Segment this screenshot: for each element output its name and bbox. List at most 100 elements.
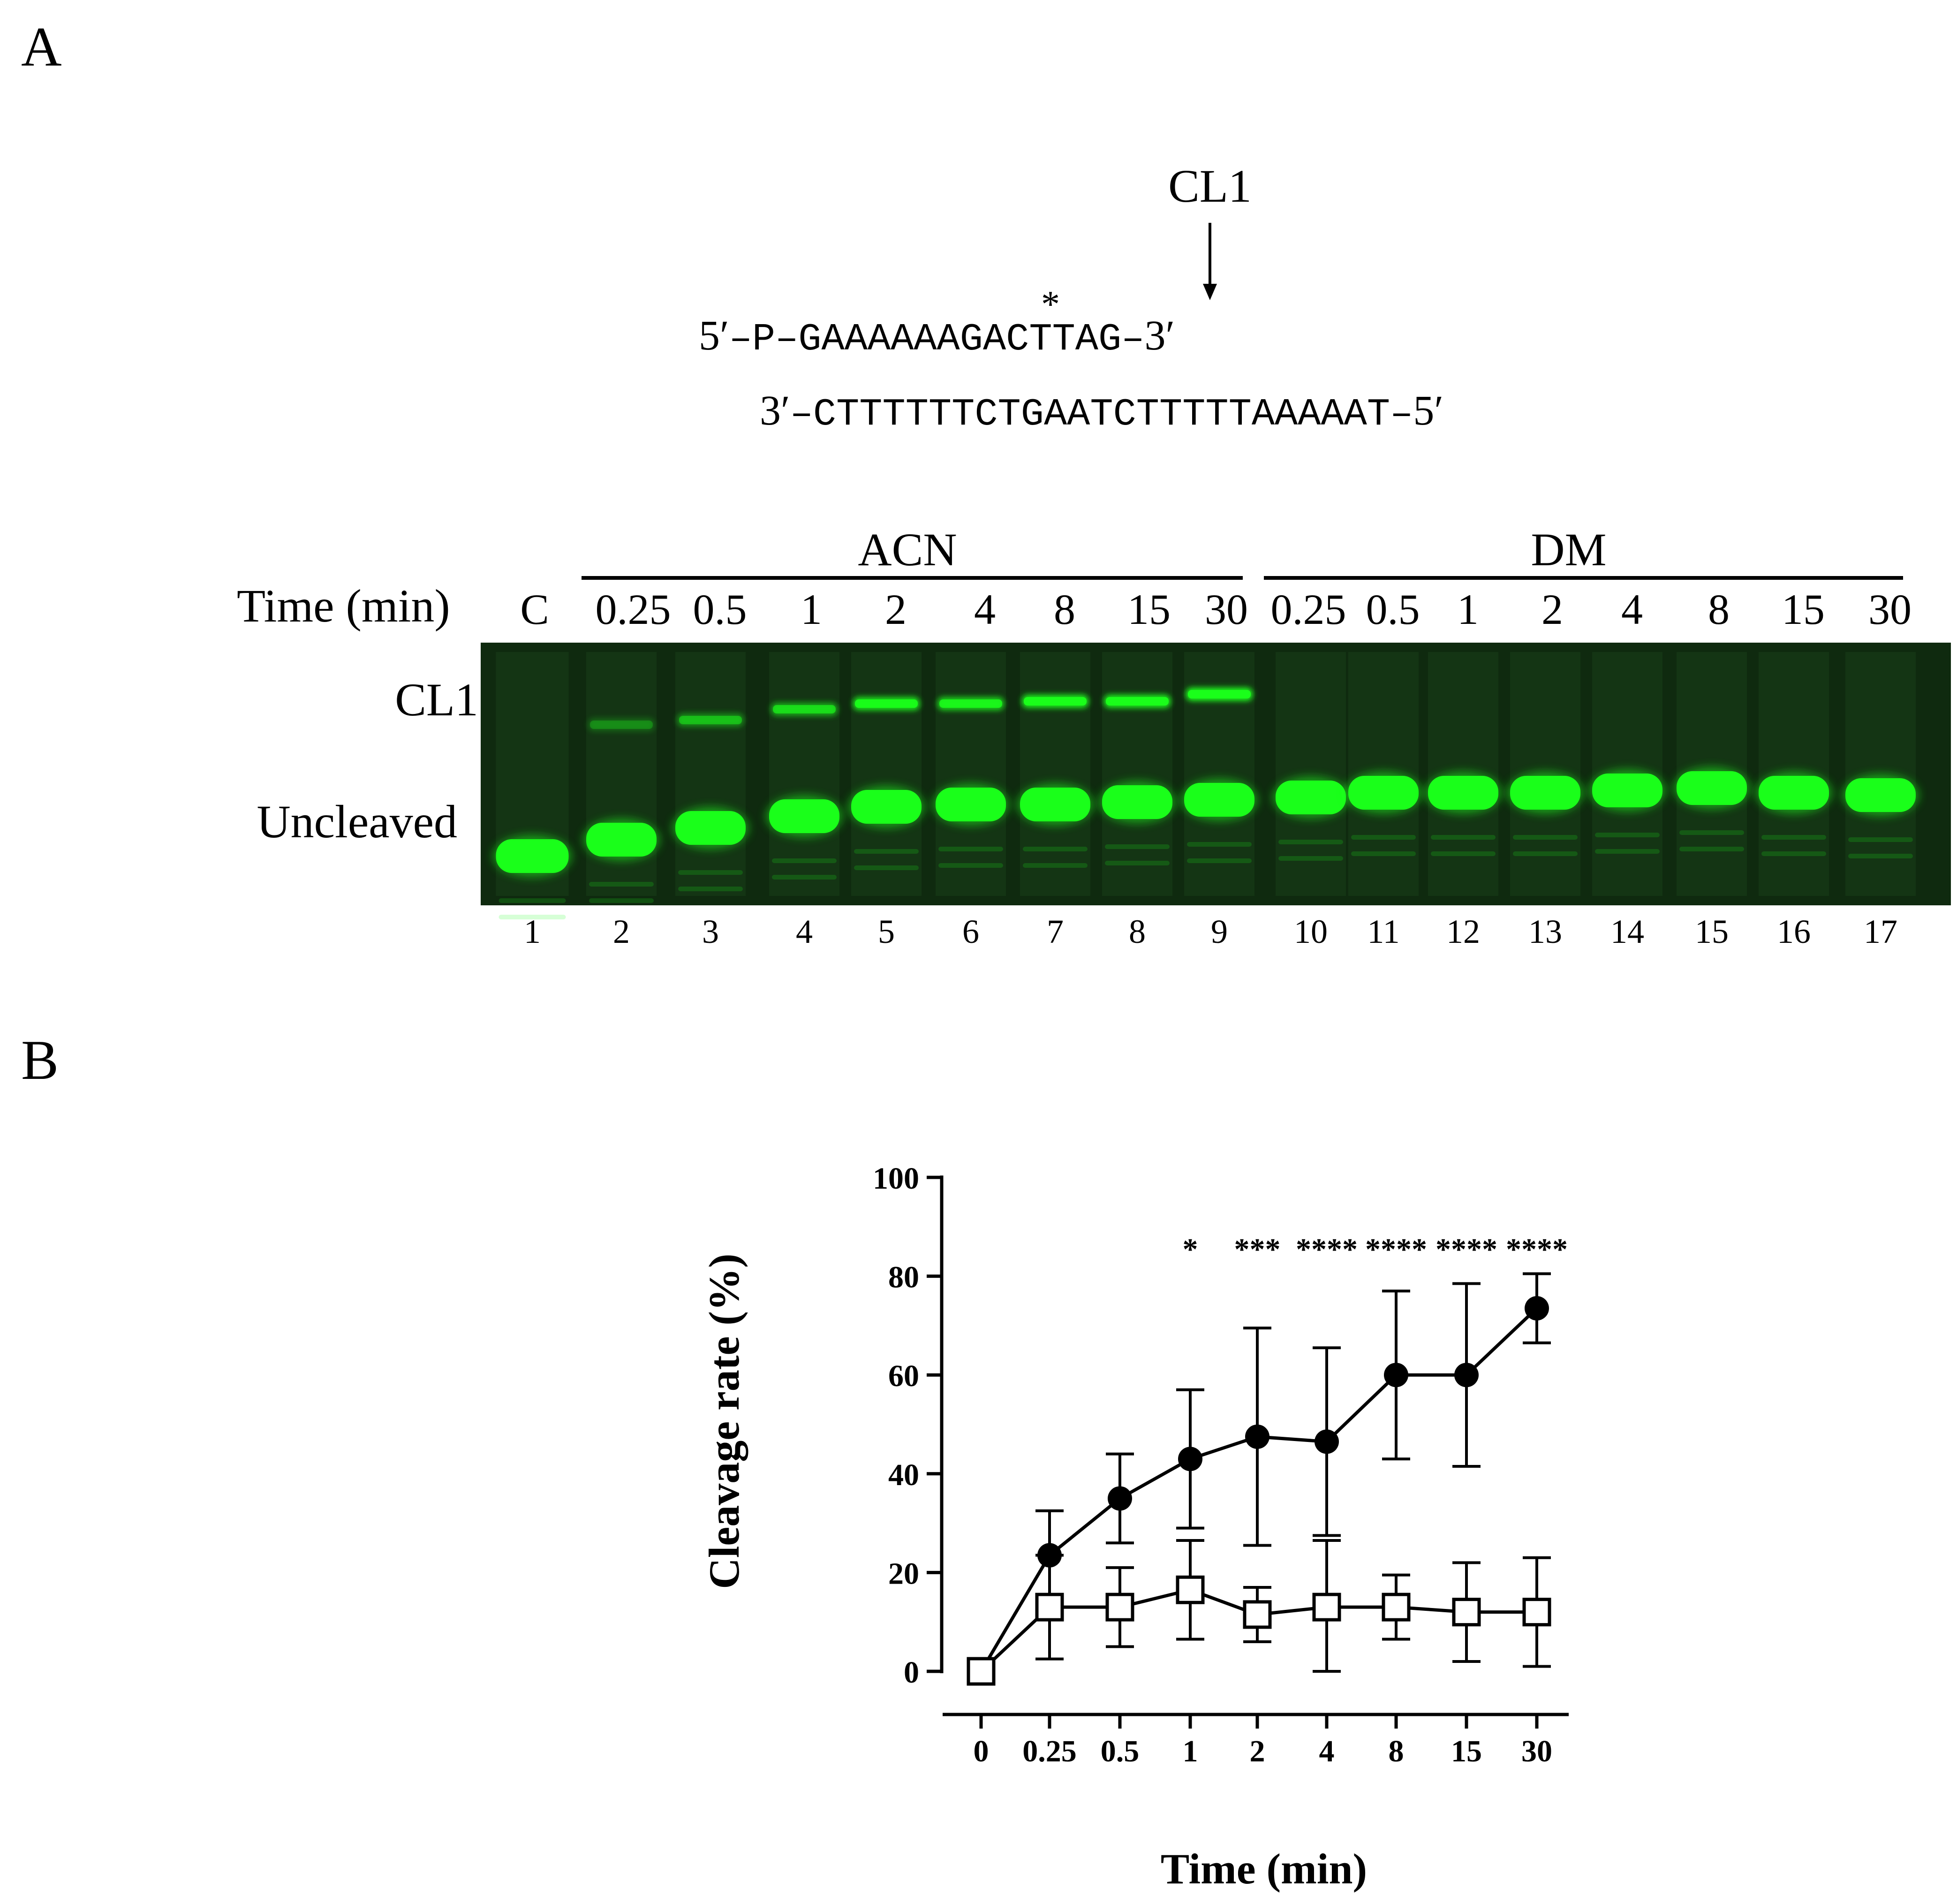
- gel-uncleaved-band: [1428, 776, 1498, 810]
- data-point-filled-circle: [1178, 1447, 1202, 1472]
- gel-image: [481, 643, 1951, 919]
- gel-lane-number: 12: [1446, 913, 1480, 950]
- chart-series: [967, 1272, 1551, 1686]
- gel-minor-band: [1513, 835, 1578, 840]
- data-point-filled-circle: [1245, 1424, 1269, 1449]
- data-point-filled-circle: [1384, 1363, 1408, 1388]
- data-point-open-square: [1452, 1598, 1481, 1627]
- significance-label: ****: [1436, 1232, 1497, 1267]
- x-tick-label: 15: [1451, 1734, 1482, 1768]
- data-point-open-square: [967, 1657, 996, 1686]
- gel-uncleaved-band: [851, 790, 922, 824]
- gel-uncleaved-band: [586, 823, 657, 857]
- gel-time-label: 1: [801, 585, 822, 633]
- strand-bottom-sequence: –CTTTTTTCTGAATCTTTTTAAAAAT–: [790, 393, 1413, 436]
- gel-time-label: 4: [974, 585, 996, 633]
- data-point-open-square: [1382, 1593, 1411, 1622]
- gel-minor-band: [1761, 851, 1826, 856]
- y-tick-label: 0: [904, 1655, 919, 1690]
- x-tick-label: 0: [974, 1734, 989, 1768]
- gel-time-label: 15: [1127, 585, 1171, 633]
- gel-lanes: [493, 652, 1919, 919]
- gel-time-label: 15: [1782, 585, 1825, 633]
- gel-uncleaved-band: [1845, 778, 1916, 812]
- gel-time-label: 4: [1621, 585, 1643, 633]
- gel-lane-number: 10: [1294, 913, 1328, 950]
- panel-a-letter: A: [21, 15, 62, 78]
- x-tick-label: 8: [1389, 1734, 1404, 1768]
- x-axis-title: Time (min): [1161, 1845, 1367, 1893]
- gel-uncleaved-band: [1759, 776, 1829, 810]
- data-point-filled-circle: [1525, 1296, 1549, 1321]
- band-label-cl1: CL1: [395, 674, 478, 726]
- gel-minor-band: [1848, 854, 1913, 858]
- significance-label: *: [1183, 1232, 1198, 1267]
- gel-minor-band: [1187, 842, 1252, 847]
- gel-minor-band: [1595, 849, 1660, 854]
- gel-uncleaved-band: [1510, 776, 1580, 810]
- gel-lane-number: 16: [1777, 913, 1811, 950]
- significance-label: ***: [1234, 1232, 1281, 1267]
- gel-minor-band: [1187, 858, 1252, 863]
- gel-minor-band: [1278, 856, 1343, 861]
- gel-minor-band: [1278, 840, 1343, 844]
- significance-label: ****: [1506, 1232, 1568, 1267]
- y-axis-title: Cleavage rate (%): [700, 1253, 748, 1589]
- gel-uncleaved-band: [496, 839, 569, 873]
- gel-minor-band: [1023, 863, 1088, 868]
- y-tick-label: 20: [888, 1556, 919, 1591]
- data-point-open-square: [1312, 1593, 1341, 1622]
- gel-lane-number: 7: [1047, 913, 1064, 950]
- gel-lane-smear: [769, 652, 839, 896]
- gel-minor-band: [1105, 844, 1170, 849]
- x-tick-label: 2: [1250, 1734, 1265, 1768]
- gel-lane-number: 8: [1129, 913, 1146, 950]
- gel-uncleaved-band: [1102, 785, 1172, 819]
- gel-lane-number: 17: [1864, 913, 1897, 950]
- gel-minor-band: [1848, 837, 1913, 842]
- gel-minor-band: [1679, 830, 1744, 835]
- gel-lane-number: 6: [962, 913, 979, 950]
- gel-lane-number: 4: [796, 913, 813, 950]
- gel-lane-smear: [1845, 652, 1916, 896]
- gel-lane-number: 5: [878, 913, 895, 950]
- gel-lane-number: 9: [1211, 913, 1228, 950]
- gel-minor-band: [854, 865, 919, 870]
- panel-b-letter: B: [21, 1029, 59, 1091]
- gel-uncleaved-band: [1020, 788, 1090, 821]
- gel-cl1-band: [855, 699, 918, 708]
- cleavage-site-label: CL1: [1168, 160, 1252, 212]
- gel-uncleaved-band: [1677, 771, 1747, 805]
- gel-time-label: 0.5: [693, 585, 747, 633]
- gel-time-label: 2: [885, 585, 907, 633]
- gel-minor-band: [1431, 851, 1496, 856]
- significance-label: ****: [1365, 1232, 1427, 1267]
- gel-cl1-band: [1106, 697, 1169, 705]
- strand-top-suffix: 3′: [1144, 312, 1175, 359]
- gel-minor-band: [589, 898, 654, 903]
- gel-cl1-band: [679, 716, 742, 724]
- gel-lane-smear: [1020, 652, 1090, 896]
- gel-uncleaved-band: [1348, 776, 1419, 810]
- gel-uncleaved-band: [1276, 781, 1346, 814]
- x-tick-label: 4: [1319, 1734, 1335, 1768]
- gel-time-label: 30: [1205, 585, 1248, 633]
- gel-lane-smear: [675, 652, 746, 896]
- gel-cl1-band: [590, 721, 653, 729]
- gel-uncleaved-band: [769, 799, 839, 833]
- gel-minor-band: [1761, 835, 1826, 840]
- gel-time-label: 30: [1868, 585, 1912, 633]
- gel-minor-band: [1105, 861, 1170, 865]
- strand-bottom: 3′–CTTTTTTCTGAATCTTTTTAAAAAT–5′: [760, 387, 1443, 436]
- gel-time-label: 2: [1541, 585, 1563, 633]
- strand-bottom-prefix: 3′: [760, 387, 790, 434]
- gel-minor-band: [589, 882, 654, 887]
- gel-lane-smear: [936, 652, 1006, 896]
- gel-cl1-band: [939, 699, 1002, 708]
- gel-cl1-band-glow: [588, 718, 655, 731]
- gel-uncleaved-band: [936, 788, 1006, 821]
- data-point-open-square: [1035, 1593, 1064, 1622]
- x-tick-label: 0.25: [1022, 1734, 1077, 1768]
- gel-uncleaved-band: [675, 811, 746, 845]
- time-axis-label: Time (min): [237, 580, 450, 632]
